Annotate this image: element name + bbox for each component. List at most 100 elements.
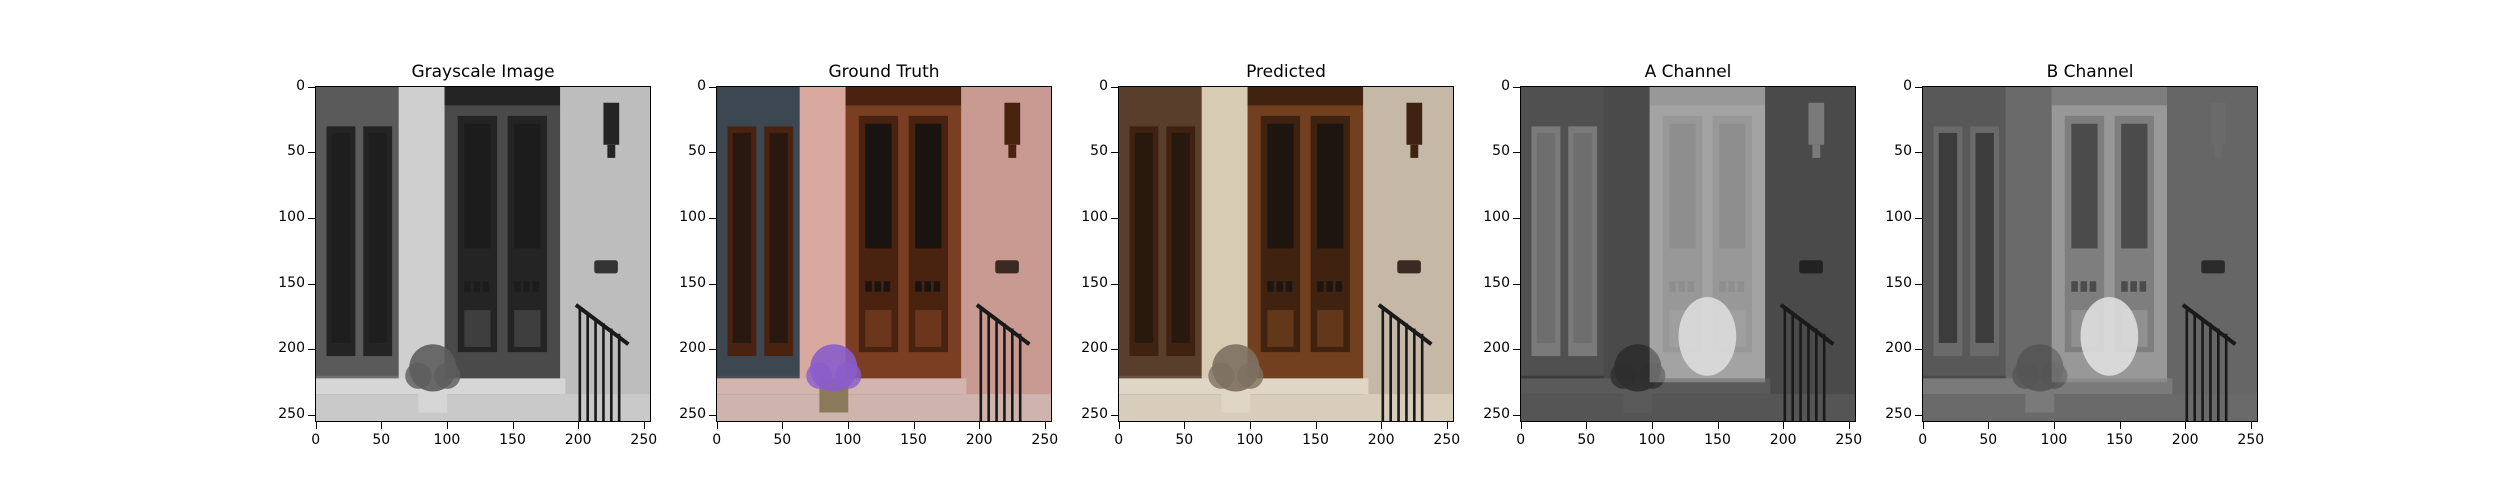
left-door-glass <box>1975 132 1994 343</box>
y-tick-label: 100 <box>1081 208 1108 225</box>
y-tick-label: 250 <box>1081 405 1108 422</box>
y-tick-label: 200 <box>679 340 706 357</box>
door-ornament <box>482 281 490 292</box>
door-ornament <box>464 281 471 292</box>
door-lower-panel <box>1267 310 1294 347</box>
door-window-left <box>1669 123 1696 249</box>
x-tick-mark <box>913 422 915 429</box>
y-tick-label: 250 <box>1885 405 1912 422</box>
door-ornament <box>1317 281 1324 292</box>
y-tick-label: 150 <box>1885 274 1912 291</box>
y-tick-label: 50 <box>688 143 706 160</box>
door-ornament <box>2089 281 2097 292</box>
wall-lamp-base <box>607 144 616 158</box>
door-ornament <box>1335 281 1343 292</box>
door-ornament <box>1669 281 1676 292</box>
y-tick-label: 0 <box>1903 77 1912 94</box>
x-tick-label: 200 <box>564 432 592 448</box>
door-ornament <box>2139 281 2147 292</box>
y-tick-label: 250 <box>1483 405 1510 422</box>
image-panel-pred: Predicted 0 50 100 150 200 250 0 50 100 150 200 250 <box>1058 0 1460 500</box>
x-tick-mark <box>446 422 448 429</box>
x-tick-mark <box>1184 422 1186 429</box>
y-tick-mark <box>1111 414 1118 416</box>
y-tick-mark <box>1513 217 1520 219</box>
door-transom <box>1247 87 1364 106</box>
wall-lamp <box>1406 102 1423 145</box>
y-tick-mark <box>709 152 716 154</box>
railing-handrail <box>1377 303 1433 346</box>
door-transom <box>845 87 962 106</box>
y-tick-mark <box>1915 349 1922 351</box>
y-tick-mark <box>308 283 315 285</box>
door-lower-panel <box>464 310 491 347</box>
address-plaque <box>2201 260 2225 274</box>
image-panel-a: A Channel 0 50 100 150 200 250 0 50 100 150 200 250 <box>1460 0 1862 500</box>
x-tick-mark <box>2119 422 2121 429</box>
x-tick-mark <box>1848 422 1850 429</box>
railing-bar <box>2217 328 2220 421</box>
y-tick-mark <box>308 86 315 88</box>
x-tick-label: 250 <box>630 432 658 448</box>
x-tick-mark <box>643 422 645 429</box>
y-tick-mark <box>1111 349 1118 351</box>
sidewalk <box>717 394 1051 421</box>
panel-title: Grayscale Image <box>411 62 555 82</box>
y-tick-label: 150 <box>1483 274 1510 291</box>
x-tick-label: 200 <box>965 432 993 448</box>
image-pred <box>1119 87 1453 421</box>
y-tick-mark <box>1915 283 1922 285</box>
flowers <box>835 362 862 389</box>
wall-lamp-base <box>1008 144 1017 158</box>
x-tick-mark <box>1381 422 1383 429</box>
railing-bar <box>594 318 597 421</box>
door-ornament <box>1719 281 1726 292</box>
flowers <box>1208 362 1235 389</box>
x-tick-label: 50 <box>773 432 792 448</box>
x-tick-mark <box>1044 422 1046 429</box>
door-ornament <box>1678 281 1686 292</box>
x-tick-label: 0 <box>311 432 321 448</box>
door-ornament <box>523 281 530 292</box>
door-lower-panel <box>1317 310 1344 347</box>
y-tick-label: 100 <box>679 208 706 225</box>
door-ornament <box>933 281 941 292</box>
railing-bar <box>610 328 613 421</box>
x-tick-label: 50 <box>1175 432 1194 448</box>
image-frame <box>1118 86 1454 422</box>
left-door-glass <box>1573 132 1592 343</box>
x-tick-mark <box>2185 422 2187 429</box>
y-tick-label: 200 <box>1483 340 1510 357</box>
door-lower-panel <box>915 310 942 347</box>
x-tick-mark <box>1717 422 1719 429</box>
door-window-left <box>1267 123 1294 249</box>
sidewalk <box>316 394 650 421</box>
railing-bar <box>1413 328 1416 421</box>
scene <box>1119 87 1453 421</box>
door-window-left <box>2071 123 2098 249</box>
railing-bar <box>987 312 990 421</box>
channel-highlight <box>2080 297 2139 376</box>
y-tick-mark <box>308 152 315 154</box>
x-tick-mark <box>381 422 383 429</box>
door-window-right <box>514 123 541 249</box>
door-transom <box>1649 87 1766 106</box>
y-tick-label: 200 <box>278 340 305 357</box>
railing-bar <box>979 307 983 421</box>
x-tick-mark <box>1783 422 1785 429</box>
railing-bar <box>2201 318 2204 421</box>
y-tick-mark <box>1915 414 1922 416</box>
x-tick-mark <box>2250 422 2252 429</box>
wall-lamp <box>1808 102 1825 145</box>
x-tick-label: 200 <box>2171 432 2199 448</box>
y-tick-label: 250 <box>278 405 305 422</box>
x-tick-mark <box>1446 422 1448 429</box>
left-door-glass <box>1536 132 1556 343</box>
door-window-right <box>1317 123 1344 249</box>
x-tick-mark <box>1249 422 1251 429</box>
door-ornament <box>924 281 931 292</box>
y-tick-mark <box>308 414 315 416</box>
y-tick-label: 250 <box>679 405 706 422</box>
y-tick-mark <box>709 86 716 88</box>
flowers <box>1610 362 1637 389</box>
